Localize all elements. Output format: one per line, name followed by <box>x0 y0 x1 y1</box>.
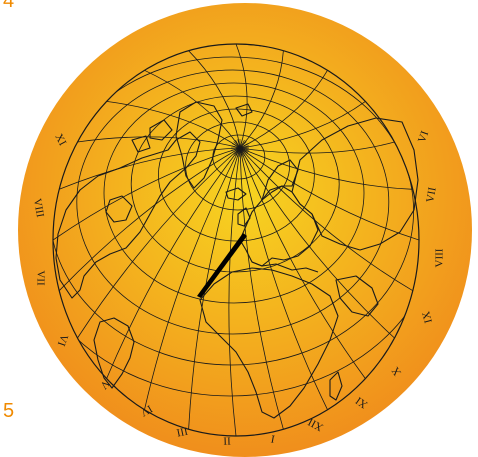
pole-ray <box>239 147 247 155</box>
greenland-coast <box>175 101 223 189</box>
meridian-line <box>144 147 241 410</box>
meridian-line <box>239 147 395 339</box>
pole-ray <box>237 147 241 157</box>
pole-ray <box>239 145 249 149</box>
meridian-line <box>77 147 241 339</box>
parallel-line <box>103 82 365 304</box>
meridian-line <box>144 69 241 149</box>
europe-coast <box>239 185 319 267</box>
meridian-line <box>239 147 413 190</box>
pole-ray <box>239 140 245 149</box>
hour-numeral: IX <box>420 310 435 324</box>
hour-numeral: VIII <box>31 198 46 219</box>
pole-ray <box>235 140 241 149</box>
pole-ray <box>231 147 241 151</box>
parallel-line <box>130 95 340 273</box>
pole-ray <box>232 147 241 153</box>
mediterranean-coast <box>251 261 319 273</box>
meridian-line <box>239 101 366 149</box>
meridian-line <box>77 136 241 149</box>
north-pole-star <box>231 139 249 157</box>
parallel-line <box>76 69 390 335</box>
coastlines <box>55 101 419 419</box>
hour-numeral: VII <box>424 186 439 203</box>
meridian-line <box>188 50 241 149</box>
meridian-line <box>106 101 241 149</box>
pole-ray <box>239 147 245 156</box>
pole-ray <box>239 141 247 149</box>
meridian-line <box>58 147 241 291</box>
meridian-line <box>53 147 241 241</box>
hour-numeral: IV <box>138 402 154 418</box>
iceland-coast <box>225 187 247 201</box>
south-america-coast <box>93 317 135 389</box>
hudson-bay <box>105 195 133 223</box>
hour-numeral: III <box>175 424 189 438</box>
hour-numeral: VI <box>55 333 70 348</box>
meridian-line <box>239 147 419 241</box>
page-number-bottom: 5 <box>3 400 15 422</box>
hour-numeral: II <box>223 434 231 446</box>
madagascar-coast <box>329 371 343 401</box>
pole-ray <box>239 147 243 157</box>
meridian-line <box>239 147 328 410</box>
meridian-line <box>239 147 284 430</box>
meridian-line <box>59 147 241 190</box>
pole-ray <box>235 147 241 156</box>
arctic-islands <box>131 103 253 153</box>
globe-grid <box>53 44 419 436</box>
hour-numeral: VII <box>34 270 46 286</box>
parallel-line <box>53 44 419 397</box>
meridian-line <box>239 70 328 149</box>
parallel-line <box>185 121 291 211</box>
globe-outline <box>52 43 420 437</box>
pole-ray <box>231 145 241 149</box>
north-america-coast <box>55 131 201 299</box>
pole-ray <box>239 147 249 151</box>
hour-numeral: I <box>270 432 276 445</box>
pole-ray <box>232 143 241 149</box>
pole-ray <box>239 139 243 149</box>
pole-ray <box>233 141 241 149</box>
arabia-coast <box>335 275 379 317</box>
meridian-line <box>239 50 284 149</box>
hour-numeral: XI <box>52 132 68 148</box>
page-number-top: 4 <box>3 0 15 12</box>
meridian-line <box>228 147 241 436</box>
meridian-line <box>239 141 395 154</box>
pole-ray <box>239 143 248 149</box>
hour-numeral: VIII <box>434 248 446 267</box>
meridian-line <box>235 44 248 149</box>
asia-coast <box>291 117 419 251</box>
clock-hand <box>197 233 247 298</box>
pole-ray <box>233 147 241 155</box>
british-isles <box>237 207 251 227</box>
pole-ray <box>237 139 241 149</box>
pole-ray <box>239 147 248 153</box>
hour-numeral: VI <box>416 129 431 144</box>
africa-coast <box>199 267 339 419</box>
meridian-line <box>106 147 241 379</box>
